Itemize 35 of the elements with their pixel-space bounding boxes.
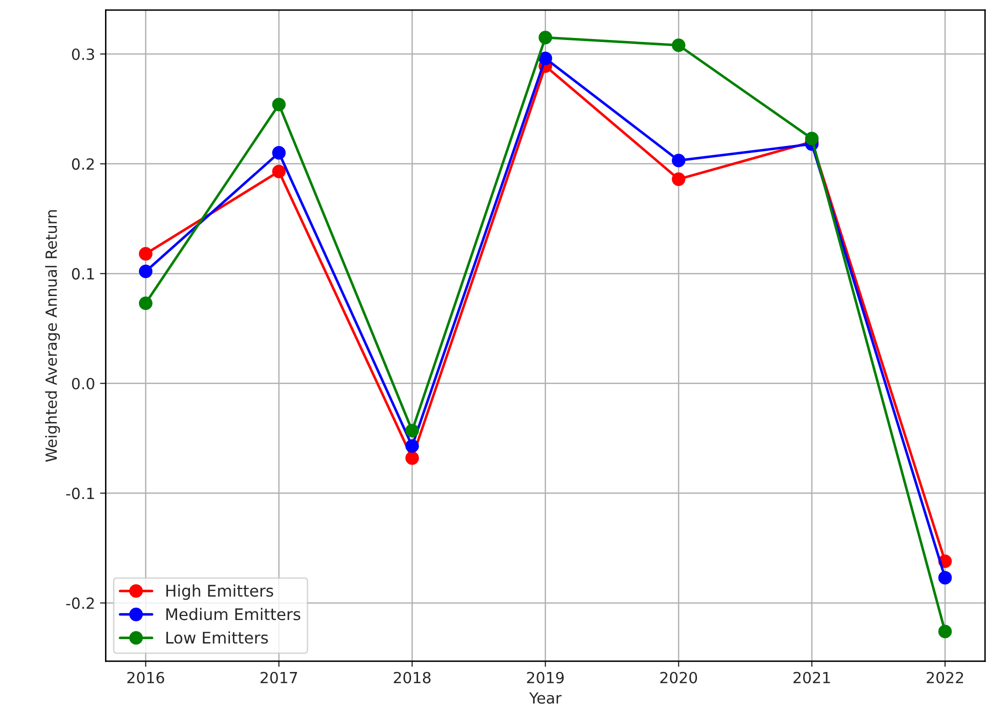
legend-label: High Emitters — [166, 584, 274, 600]
y-tick-label: -0.1 — [66, 488, 94, 500]
point — [405, 439, 419, 453]
y-tick-label: 0.1 — [72, 268, 94, 280]
legend-label: Medium Emitters — [166, 608, 300, 620]
point — [672, 154, 686, 168]
point — [538, 30, 552, 44]
point — [138, 296, 152, 310]
x-tick-label: 2016 — [127, 672, 164, 684]
point — [272, 164, 286, 178]
y-tick-label: -0.2 — [66, 597, 94, 609]
y-tick-label: 0.0 — [72, 378, 94, 390]
point — [138, 264, 152, 278]
x-tick-label: 2022 — [926, 672, 963, 684]
x-tick-label: 2018 — [394, 672, 431, 684]
y-axis-title: Weighted Average Annual Return — [45, 210, 60, 462]
point — [538, 52, 552, 66]
point — [672, 172, 686, 186]
y-tick-label: 0.2 — [72, 158, 94, 170]
x-tick-label: 2021 — [794, 672, 830, 684]
legend-label: Low Emitters — [166, 631, 268, 644]
x-tick-label: 2019 — [527, 672, 564, 684]
point — [138, 247, 152, 261]
point — [272, 98, 286, 112]
y-tick-label: 0.3 — [72, 48, 94, 60]
x-axis-title: Year — [529, 692, 562, 704]
point — [405, 424, 419, 438]
point — [405, 451, 419, 465]
x-tick-label: 2017 — [260, 672, 298, 684]
point — [938, 624, 952, 638]
point — [272, 146, 286, 160]
x-tick-label: 2020 — [660, 672, 698, 684]
point — [938, 570, 952, 584]
point — [805, 132, 819, 146]
point — [672, 38, 686, 52]
